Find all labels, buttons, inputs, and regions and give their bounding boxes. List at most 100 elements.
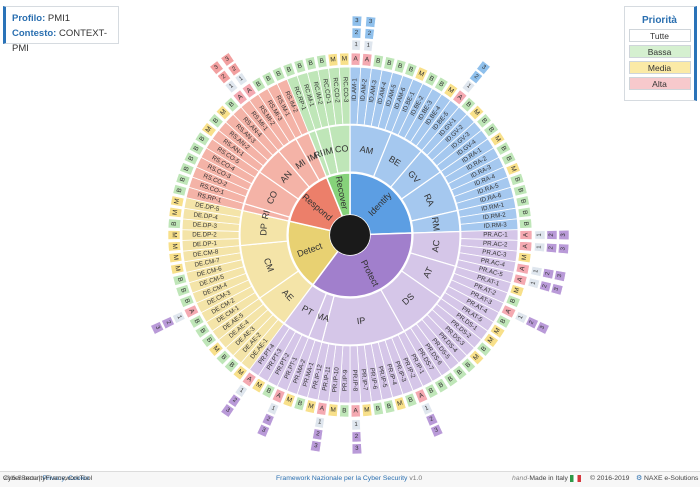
priority-label: M (171, 243, 178, 249)
priority-label: B (255, 80, 262, 88)
legend-title: Priorità (641, 15, 677, 26)
maturity-level-label: 1 (238, 75, 245, 82)
priority-label: B (228, 361, 236, 369)
maturity-level-cell (172, 311, 186, 324)
maturity-level-label: 1 (537, 245, 543, 249)
footer-tool: CyberSecurityFrameworkTool v0.6.5-beta |… (3, 472, 93, 486)
maturity-level-label: 1 (530, 280, 537, 285)
framework-link[interactable]: Framework Nazionale per la Cyber Securit… (276, 475, 408, 482)
legend-item-tutte[interactable]: Tutte (628, 29, 691, 42)
category-label: CO (334, 143, 348, 154)
priority-label: M (171, 232, 178, 237)
maturity-level-label: 3 (480, 64, 487, 71)
category-label: MI (294, 157, 308, 171)
maturity-level-cell (351, 443, 363, 455)
priority-cell (223, 96, 240, 113)
subcategory-label: ID.AM-3 (368, 79, 379, 103)
priority-label: B (464, 101, 472, 109)
maturity-level-label: 3 (369, 19, 374, 25)
footer-version: v0.6.5-beta (3, 475, 38, 482)
subcategory-label: PR.IP-11 (321, 365, 332, 391)
priority-cell (509, 284, 525, 298)
priority-cell (188, 141, 205, 156)
maturity-level-label: 1 (465, 83, 472, 90)
maturity-level-label: 3 (224, 407, 231, 414)
priority-label: B (308, 60, 314, 68)
legend-item-media[interactable]: Media (628, 61, 691, 74)
priority-cell (170, 262, 185, 275)
priority-label: M (173, 198, 181, 205)
priority-label: B (179, 287, 187, 293)
maturity-level-label: 2 (548, 245, 554, 249)
footer-bar: CyberSecurityFrameworkTool v0.6.5-beta |… (0, 471, 700, 487)
priority-label: M (509, 165, 518, 173)
privacy-link[interactable]: Privacy (42, 475, 65, 482)
legend-item-alta[interactable]: Alta (628, 77, 691, 90)
category-label: AT (421, 265, 435, 280)
maturity-level-label: 1 (537, 233, 543, 237)
priority-label: B (176, 187, 184, 193)
priority-cell (515, 195, 530, 208)
priority-cell (215, 104, 232, 121)
maturity-level-label: 2 (355, 30, 359, 36)
maturity-level-label: 2 (231, 66, 238, 73)
maturity-level-label: 2 (473, 74, 480, 81)
legend-item-bassa[interactable]: Bassa (628, 45, 691, 58)
priority-cell (414, 66, 429, 82)
priority-cell (424, 71, 439, 87)
priority-label: M (342, 56, 348, 63)
subcategory-label: DE.DP-2 (192, 232, 217, 239)
maturity-level-label: 2 (265, 416, 271, 423)
cookie-link[interactable]: Cookie (68, 475, 90, 482)
priority-label: B (513, 176, 521, 182)
subcategory-label: ID.RM-1 (481, 201, 505, 212)
maturity-level-cell (525, 316, 539, 330)
priority-cell (350, 52, 361, 66)
maturity-level-label: 3 (554, 286, 561, 291)
context-label: Contesto: (12, 28, 57, 39)
priority-legend: Priorità Tutte Bassa Media Alta (624, 6, 697, 101)
subcategory-label: DE.CM-7 (194, 257, 221, 269)
priority-cell (424, 383, 439, 399)
priority-cell (495, 141, 512, 156)
priority-cell (261, 71, 276, 87)
priority-label: M (417, 70, 425, 79)
priority-cell (518, 218, 533, 229)
maturity-level-cell (220, 403, 235, 418)
priority-cell (489, 323, 506, 339)
priority-label: A (246, 375, 254, 384)
priority-cell (232, 364, 248, 381)
priority-cell (316, 401, 328, 416)
priority-cell (350, 404, 361, 418)
footer-tool-name: CyberSecurityFrameworkTool (3, 475, 93, 482)
priority-label: A (275, 392, 282, 400)
priority-label: B (183, 166, 191, 173)
priority-cell (518, 241, 533, 252)
maturity-level-label: 2 (429, 416, 435, 423)
maturity-level-cell (546, 230, 558, 240)
maturity-level-cell (234, 72, 248, 86)
made-in-italy: Made in Italy (529, 475, 568, 482)
priority-cell (194, 131, 211, 147)
subcategory-label: RC.CO-1 (321, 78, 332, 105)
priority-cell (517, 206, 532, 218)
maturity-level-cell (430, 423, 444, 438)
priority-label: A (522, 243, 529, 248)
maturity-level-label: 1 (354, 42, 358, 48)
priority-cell (434, 377, 449, 394)
priority-label: A (504, 307, 512, 315)
priority-label: B (220, 353, 228, 361)
profile-context-box: Profilo: PMI1 Contesto: CONTEXT-PMI (3, 6, 119, 54)
category-label: DP (258, 223, 269, 236)
priority-label: M (173, 265, 181, 272)
priority-label: A (456, 93, 464, 102)
footer-made: hand-Made in Italy (512, 472, 581, 486)
maturity-level-cell (534, 242, 546, 252)
priority-cell (512, 184, 528, 197)
priority-cell (327, 53, 339, 67)
priority-label: M (513, 287, 521, 294)
maturity-level-cell (539, 280, 552, 293)
priority-cell (443, 371, 459, 388)
priority-cell (172, 273, 188, 286)
maturity-level-label: 3 (355, 446, 359, 452)
